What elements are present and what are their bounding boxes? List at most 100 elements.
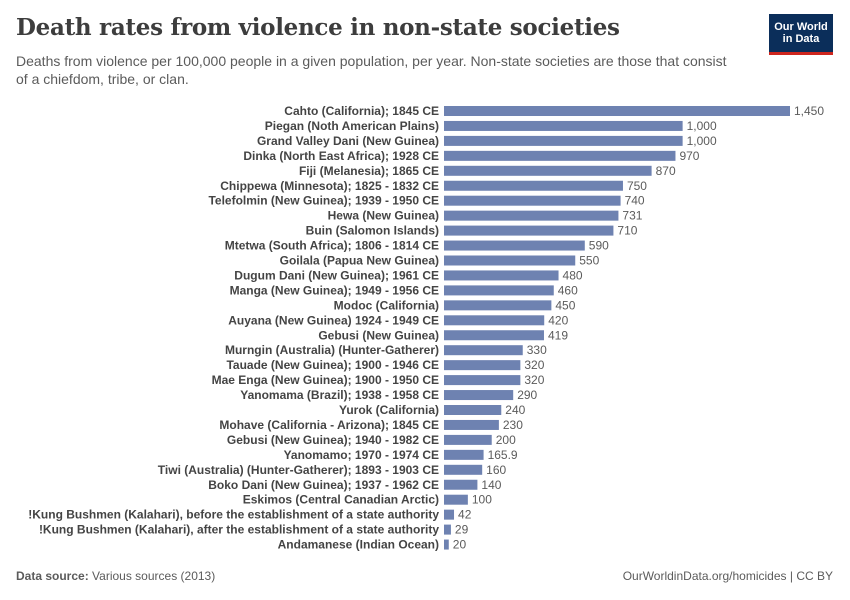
value-label: 731 [622,209,642,223]
logo-line-1: Our World [774,21,828,33]
value-label: 320 [524,358,544,372]
value-label: 480 [563,268,583,282]
category-label: Murngin (Australia) (Hunter-Gatherer) [225,343,439,357]
category-label: Tiwi (Australia) (Hunter-Gatherer); 1893… [158,463,439,477]
category-label: Grand Valley Dani (New Guinea) [257,134,439,148]
category-label: Telefolmin (New Guinea); 1939 - 1950 CE [208,194,439,208]
category-label: !Kung Bushmen (Kalahari), before the est… [28,508,439,522]
category-label: Mohave (California - Arizona); 1845 CE [219,418,439,432]
owid-logo[interactable]: Our World in Data [769,14,833,55]
chart-title: Death rates from violence in non-state s… [16,14,620,41]
value-label: 1,450 [794,104,824,118]
category-label: Dinka (North East Africa); 1928 CE [243,149,439,163]
bar[interactable] [444,270,559,281]
value-label: 330 [527,343,547,357]
value-label: 240 [505,403,525,417]
category-label: Andamanese (Indian Ocean) [278,538,439,552]
bar-chart: Cahto (California); 1845 CE 1,450 Piegan (… [28,104,824,552]
bar[interactable] [444,345,523,356]
bar[interactable] [444,135,683,146]
category-label: Yanomama (Brazil); 1938 - 1958 CE [240,388,439,402]
category-label: Mtetwa (South Africa); 1806 - 1814 CE [225,239,439,253]
bar[interactable] [444,405,502,415]
logo-text: Our World in Data [774,21,828,45]
bar[interactable] [444,255,576,266]
value-label: 29 [455,523,469,537]
category-label: Yanomamo; 1970 - 1974 CE [284,448,439,462]
bar[interactable] [444,479,478,490]
credit-link[interactable]: OurWorldinData.org/homicides | CC BY [622,569,833,583]
value-label: 710 [617,224,637,238]
category-label: !Kung Bushmen (Kalahari), after the esta… [39,523,439,537]
value-label: 160 [486,463,506,477]
value-label: 460 [558,283,578,297]
bar[interactable] [444,539,449,550]
category-label: Cahto (California); 1845 CE [284,104,439,118]
category-label: Buin (Salomon Islands) [306,224,439,238]
value-label: 970 [679,149,699,163]
value-label: 290 [517,388,537,402]
category-label: Eskimos (Central Canadian Arctic) [243,493,439,507]
value-label: 550 [579,254,599,268]
bar[interactable] [444,509,455,520]
data-source-label: Data source: [16,569,89,583]
category-label: Piegan (Noth American Plains) [265,119,439,133]
value-label: 750 [627,179,647,193]
data-source-text[interactable]: Various sources (2013) [92,569,216,583]
bar[interactable] [444,375,521,386]
category-label: Gebusi (New Guinea) [318,328,439,342]
bar[interactable] [444,225,614,236]
bar[interactable] [444,390,514,401]
bar[interactable] [444,360,521,371]
bar[interactable] [444,434,492,445]
value-label: 1,000 [687,134,717,148]
value-label: 1,000 [687,119,717,133]
bar[interactable] [444,494,468,505]
value-label: 140 [481,478,501,492]
value-label: 320 [524,373,544,387]
bar[interactable] [444,315,545,326]
value-label: 42 [458,508,472,522]
bar[interactable] [444,524,451,535]
bar[interactable] [444,180,623,191]
bar[interactable] [444,165,652,176]
category-label: Boko Dani (New Guinea); 1937 - 1962 CE [208,478,439,492]
category-label: Dugum Dani (New Guinea); 1961 CE [234,268,439,282]
logo-line-2: in Data [782,33,820,45]
category-label: Gebusi (New Guinea); 1940 - 1982 CE [227,433,439,447]
chart-subtitle: Deaths from violence per 100,000 people … [16,53,727,87]
bar[interactable] [444,419,499,430]
bar[interactable] [444,195,621,206]
bar[interactable] [444,150,676,161]
bar[interactable] [444,106,790,116]
value-label: 420 [548,313,568,327]
category-label: Hewa (New Guinea) [328,209,439,223]
value-label: 100 [472,493,492,507]
category-label: Manga (New Guinea); 1949 - 1956 CE [230,283,439,297]
category-label: Goilala (Papua New Guinea) [280,254,439,268]
category-label: Fiji (Melanesia); 1865 CE [299,164,439,178]
bar[interactable] [444,210,619,221]
category-label: Modoc (California) [334,298,439,312]
bar[interactable] [444,285,554,296]
category-label: Auyana (New Guinea) 1924 - 1949 CE [228,313,439,327]
value-label: 20 [453,538,467,552]
value-label: 165.9 [488,448,518,462]
data-source: Data source: Various sources (2013) [16,569,215,583]
bar[interactable] [444,240,585,251]
bar[interactable] [444,300,552,311]
value-label: 450 [555,298,575,312]
category-label: Mae Enga (New Guinea); 1900 - 1950 CE [212,373,439,387]
value-label: 740 [625,194,645,208]
category-label: Tauade (New Guinea); 1900 - 1946 CE [226,358,439,372]
bar[interactable] [444,449,484,460]
bar[interactable] [444,464,483,475]
category-label: Yurok (California) [339,403,439,417]
value-label: 590 [589,239,609,253]
category-label: Chippewa (Minnesota); 1825 - 1832 CE [220,179,439,193]
bar[interactable] [444,330,544,341]
bar[interactable] [444,120,683,131]
value-label: 870 [656,164,676,178]
value-label: 200 [496,433,516,447]
value-label: 419 [548,328,568,342]
